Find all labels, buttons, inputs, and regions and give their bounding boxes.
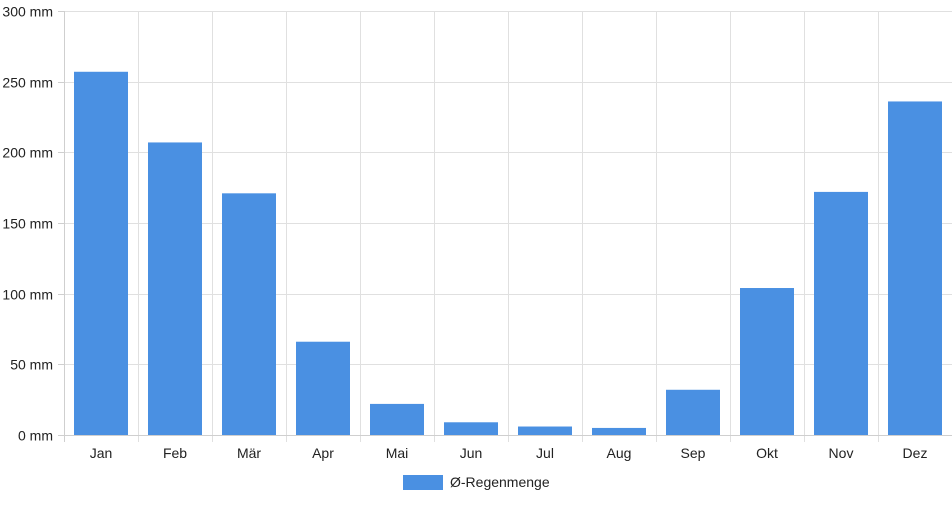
- y-tick-label: 150 mm: [2, 216, 53, 232]
- bar-mai[interactable]: [370, 403, 424, 435]
- x-tick-label: Aug: [607, 445, 632, 461]
- bar-nov[interactable]: [814, 191, 868, 435]
- y-tick-label: 100 mm: [2, 287, 53, 303]
- y-tick-label: 300 mm: [2, 4, 53, 20]
- x-tick-label: Mär: [237, 445, 261, 461]
- bar-mär[interactable]: [222, 193, 276, 435]
- bar-feb[interactable]: [148, 142, 202, 435]
- y-tick-label: 0 mm: [18, 428, 53, 444]
- x-tick-label: Jan: [90, 445, 113, 461]
- x-tick-label: Dez: [903, 445, 928, 461]
- x-tick-label: Feb: [163, 445, 187, 461]
- legend-label: Ø-Regenmenge: [450, 474, 550, 490]
- bars: [74, 71, 942, 436]
- y-axis-tick-labels: 0 mm 50 mm 100 mm 150 mm 200 mm 250 mm 300 mm: [2, 4, 53, 444]
- bar-apr[interactable]: [296, 341, 350, 435]
- x-tick-label: Mai: [386, 445, 409, 461]
- x-tick-label: Apr: [312, 445, 334, 461]
- bar-sep[interactable]: [666, 389, 720, 435]
- bar-okt[interactable]: [740, 288, 794, 435]
- y-tick-label: 250 mm: [2, 75, 53, 91]
- bar-jan[interactable]: [74, 71, 128, 436]
- y-tick-label: 50 mm: [10, 357, 53, 373]
- x-tick-label: Jul: [536, 445, 554, 461]
- bar-dez[interactable]: [888, 101, 942, 435]
- bar-jun[interactable]: [444, 422, 498, 435]
- x-tick-label: Okt: [756, 445, 778, 461]
- legend-swatch: [403, 475, 443, 490]
- x-tick-label: Nov: [829, 445, 854, 461]
- y-tick-label: 200 mm: [2, 145, 53, 161]
- axes: [58, 11, 952, 436]
- bar-jul[interactable]: [518, 426, 572, 435]
- bar-aug[interactable]: [592, 427, 646, 435]
- grid-lines: [64, 11, 952, 442]
- x-tick-label: Sep: [681, 445, 706, 461]
- x-tick-label: Jun: [460, 445, 483, 461]
- x-axis-tick-labels: Jan Feb Mär Apr Mai Jun Jul Aug Sep Okt Nov Dez: [90, 445, 928, 461]
- legend[interactable]: Ø-Regenmenge: [403, 474, 550, 490]
